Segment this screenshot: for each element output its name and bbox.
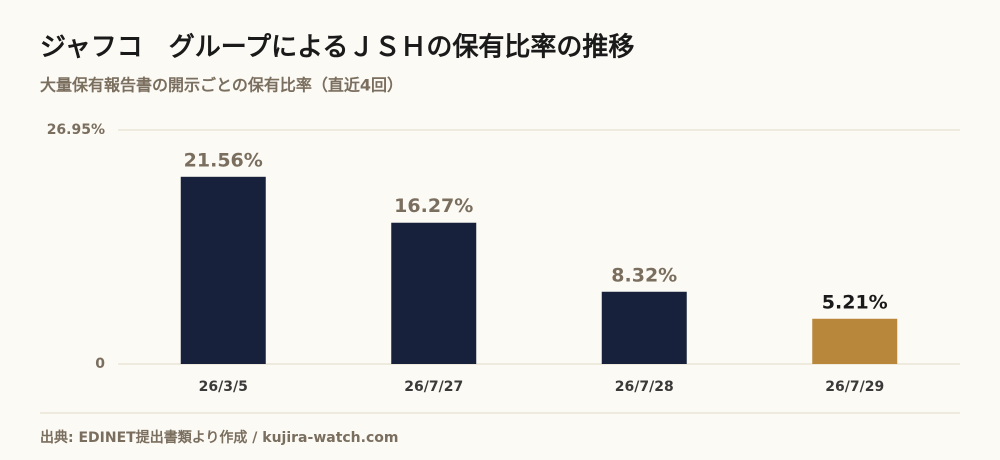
x-tick-label: 26/7/29 — [825, 379, 884, 395]
bar — [180, 176, 266, 364]
value-label: 5.21% — [822, 291, 888, 313]
value-label: 8.32% — [611, 264, 677, 286]
source-note: 出典: EDINET提出書類より作成 / kujira-watch.com — [40, 429, 398, 446]
chart-title: ジャフコ グループによるＪＳＨの保有比率の推移 — [40, 32, 634, 63]
value-label: 21.56% — [184, 149, 263, 171]
y-tick-label: 26.95% — [47, 122, 105, 138]
bar — [812, 318, 898, 364]
bar — [601, 291, 687, 364]
bar — [391, 222, 477, 364]
value-label: 16.27% — [394, 195, 473, 217]
x-tick-label: 26/7/27 — [404, 379, 463, 395]
chart-subtitle: 大量保有報告書の開示ごとの保有比率（直近4回） — [40, 76, 403, 95]
x-tick-label: 26/7/28 — [615, 379, 674, 395]
y-tick-label: 0 — [95, 356, 105, 372]
x-tick-label: 26/3/5 — [199, 379, 248, 395]
